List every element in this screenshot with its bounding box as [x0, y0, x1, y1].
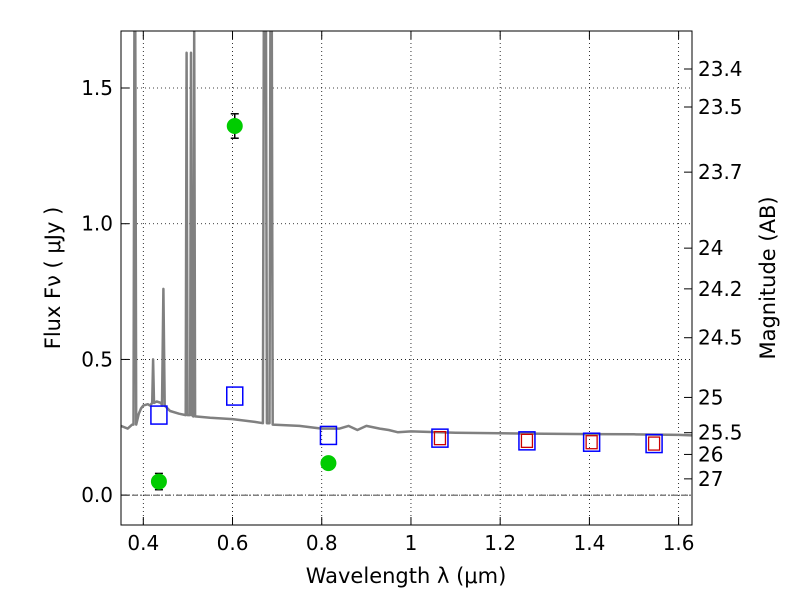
y-tick-label: 0.5	[81, 347, 113, 371]
y-tick-label: 0.0	[81, 483, 113, 507]
x-axis-label: Wavelength λ (μm)	[306, 564, 507, 588]
y-tick-label: 1.5	[81, 76, 113, 100]
right-tick-label: 24	[698, 236, 723, 260]
right-tick-label: 24.2	[698, 277, 743, 301]
model-inner-square	[520, 433, 534, 449]
model-square	[150, 405, 168, 425]
model-square	[518, 431, 536, 451]
y-tick-label: 1.0	[81, 212, 113, 236]
y-axis-label: Flux Fν ( μJy )	[41, 207, 65, 350]
right-tick-label: 23.7	[698, 160, 743, 184]
grid-lines	[121, 31, 692, 525]
right-tick-label: 25.5	[698, 421, 743, 445]
x-tick-label: 0.8	[306, 531, 338, 555]
spectrum-line	[121, 31, 692, 437]
x-tick-label: 1.4	[573, 531, 605, 555]
model-square	[582, 432, 601, 452]
axis-ticks: 0.4 0.6 0.8 1 1.2 1.4 1.6 0.0 0.5 1.0 1.5 23.4 23.5 2…	[81, 31, 743, 555]
observed-point	[320, 455, 337, 472]
x-tick-label: 1	[405, 531, 418, 555]
model-square	[226, 386, 244, 406]
right-tick-label: 25	[698, 385, 723, 409]
observed-point	[150, 473, 167, 490]
right-axis-label: Magnitude (AB)	[756, 196, 780, 359]
x-tick-label: 1.6	[663, 531, 695, 555]
model-square	[319, 425, 338, 446]
observed-point	[226, 118, 243, 134]
plot-frame	[120, 30, 693, 526]
x-tick-label: 1.2	[484, 531, 516, 555]
x-tick-label: 0.4	[127, 531, 159, 555]
model-square	[431, 428, 449, 448]
right-tick-label: 26	[698, 442, 723, 466]
x-tick-label: 0.6	[217, 531, 249, 555]
right-tick-label: 27	[698, 467, 723, 491]
right-tick-label: 23.5	[698, 95, 743, 119]
right-tick-label: 23.4	[698, 57, 743, 81]
model-inner-square	[433, 430, 447, 446]
plot-area	[121, 31, 692, 491]
model-inner-square	[647, 436, 661, 451]
model-square	[645, 433, 663, 454]
chart-marks	[121, 31, 692, 491]
model-inner-square	[585, 435, 598, 450]
right-tick-label: 24.5	[698, 326, 743, 350]
